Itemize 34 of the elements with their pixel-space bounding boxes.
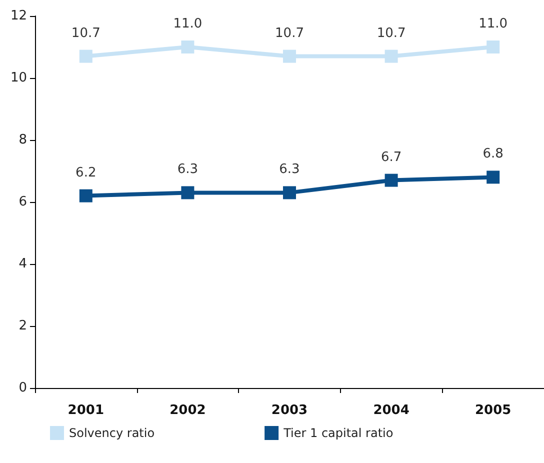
- data-label: 10.7: [275, 26, 304, 41]
- point: [486, 170, 500, 184]
- y-tick-label: 2: [18, 318, 27, 334]
- point: [181, 40, 194, 54]
- y-tick-label: 0: [18, 380, 27, 396]
- y-tick-label: 4: [18, 256, 27, 272]
- legend-label: Tier 1 capital ratio: [282, 426, 394, 440]
- data-label: 6.3: [279, 162, 300, 178]
- data-label: 6.8: [482, 146, 504, 162]
- point: [79, 189, 92, 202]
- data-label: 6.7: [380, 150, 402, 165]
- point: [486, 40, 500, 54]
- data-label: 10.7: [376, 26, 406, 41]
- y-tick-label: 8: [18, 132, 27, 148]
- point: [283, 50, 296, 63]
- data-label: 6.3: [177, 162, 198, 178]
- point: [181, 186, 194, 200]
- legend-label: Solvency ratio: [69, 426, 155, 440]
- point: [384, 50, 398, 63]
- x-tick-label: 2003: [271, 403, 308, 418]
- point: [79, 50, 92, 63]
- y-tick-label: 6: [18, 194, 27, 210]
- data-label: 11.0: [173, 16, 202, 32]
- x-tick-label: 2004: [373, 403, 410, 418]
- data-label: 11.0: [478, 16, 508, 32]
- point: [384, 174, 398, 187]
- data-label: 10.7: [71, 26, 100, 41]
- x-tick-label: 2002: [170, 403, 206, 418]
- data-label: 6.2: [76, 165, 96, 180]
- x-tick-label: 2001: [68, 403, 104, 418]
- y-tick-label: 12: [10, 8, 27, 24]
- y-tick-label: 10: [10, 70, 27, 86]
- point: [283, 186, 296, 200]
- x-tick-label: 2005: [475, 403, 512, 418]
